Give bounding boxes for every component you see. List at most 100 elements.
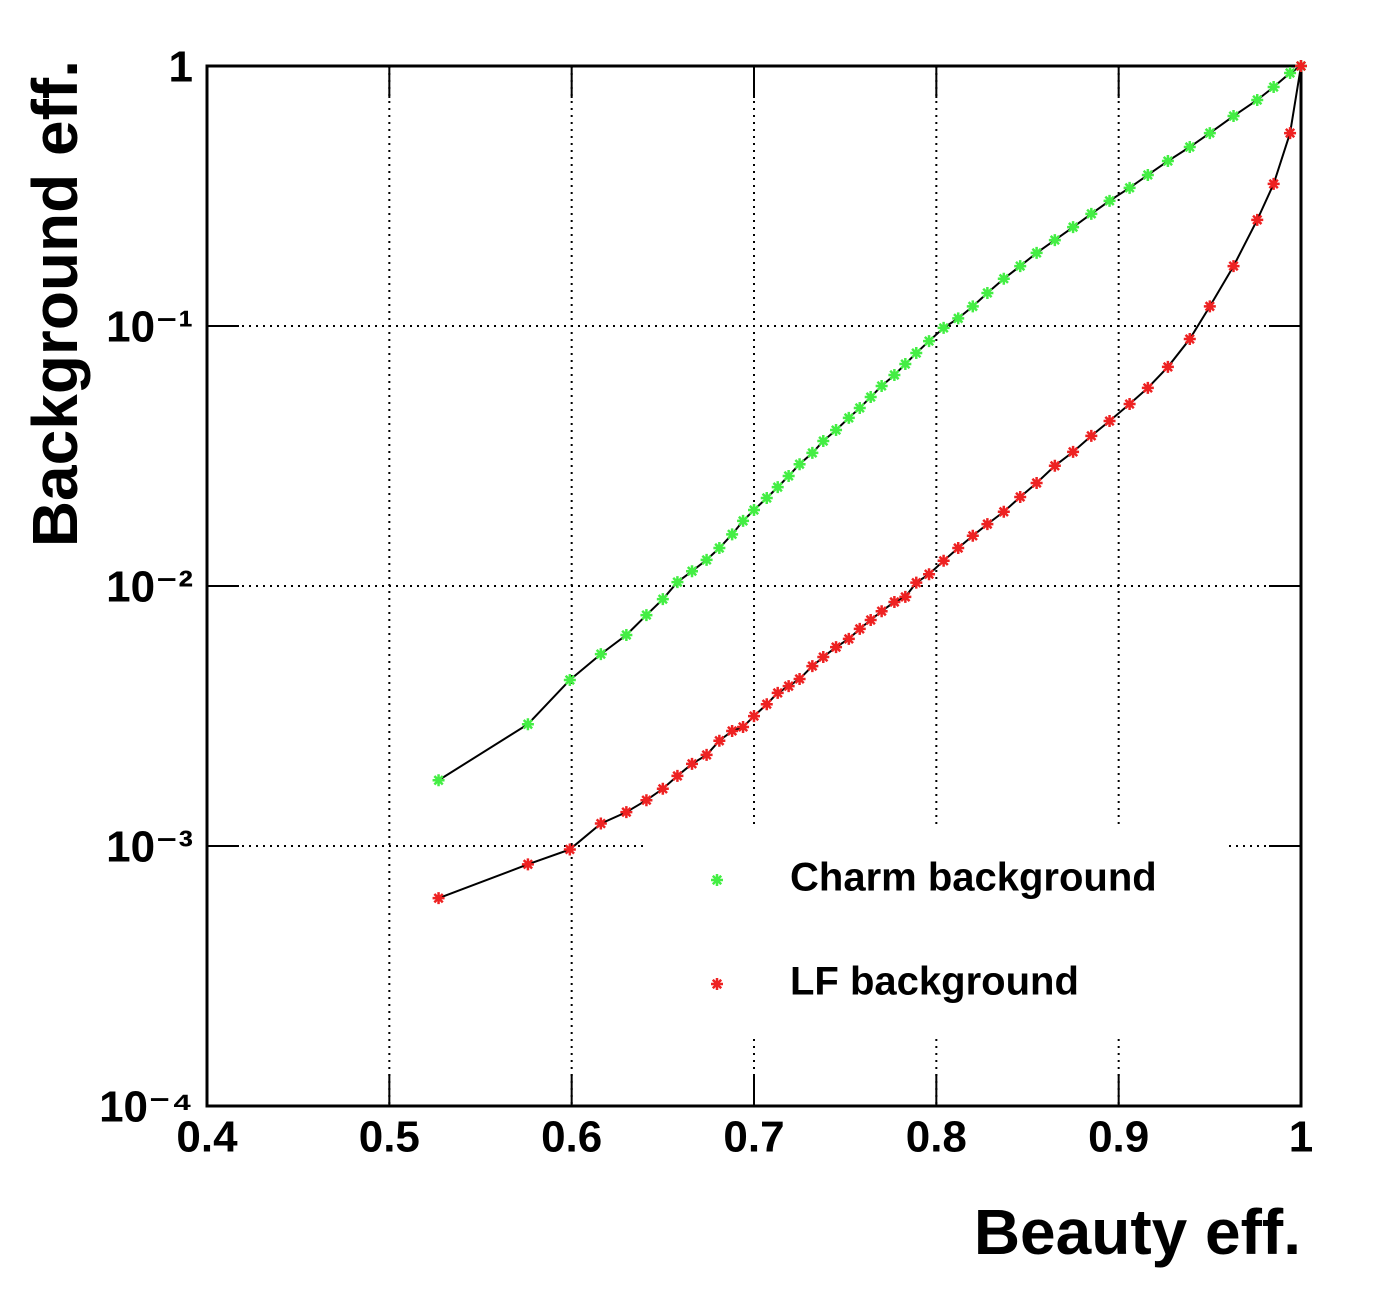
marker (1284, 66, 1297, 79)
marker (594, 817, 607, 830)
x-tick-label: 1 (1289, 1113, 1313, 1162)
marker (1085, 207, 1098, 220)
marker (1183, 333, 1196, 346)
legend-label: Charm background (790, 856, 1157, 900)
marker (997, 505, 1010, 518)
marker (760, 698, 773, 711)
marker (853, 622, 866, 635)
marker (1251, 213, 1264, 226)
marker (1048, 234, 1061, 247)
marker (1103, 194, 1116, 207)
marker (1123, 181, 1136, 194)
marker (656, 782, 669, 795)
marker (713, 734, 726, 747)
marker (1103, 415, 1116, 428)
marker (563, 843, 576, 856)
marker (686, 565, 699, 578)
marker (671, 576, 684, 589)
marker (1203, 127, 1216, 140)
marker (656, 593, 669, 606)
marker (1227, 110, 1240, 123)
marker (1030, 476, 1043, 489)
marker (620, 628, 633, 641)
marker (817, 435, 830, 448)
marker (432, 892, 445, 905)
marker (830, 641, 843, 654)
marker (981, 286, 994, 299)
marker (748, 710, 760, 723)
y-tick-label: 10⁻¹ (106, 303, 193, 352)
marker (1295, 60, 1307, 72)
marker (952, 542, 965, 555)
marker (1014, 260, 1027, 273)
marker (864, 391, 877, 404)
marker (771, 686, 784, 699)
marker (1030, 246, 1043, 259)
legend-box (645, 826, 1228, 1038)
marker (748, 504, 760, 517)
x-axis-title: Beauty eff. (974, 1196, 1301, 1268)
marker (737, 720, 750, 733)
marker (842, 411, 855, 424)
marker (806, 660, 819, 673)
marker (620, 806, 633, 819)
series-line (438, 65, 1302, 782)
legend-label: LF background (790, 960, 1079, 1004)
plot-frame (205, 64, 1303, 1108)
marker (713, 542, 726, 555)
x-tick-label: 0.4 (176, 1113, 238, 1162)
marker (952, 312, 965, 325)
marker (1067, 221, 1080, 234)
marker (1267, 177, 1280, 190)
marker (726, 724, 739, 737)
marker (700, 748, 713, 761)
y-tick-label: 10⁻³ (106, 823, 193, 872)
x-tick-label: 0.7 (723, 1113, 784, 1162)
marker (432, 774, 445, 787)
marker (910, 347, 923, 360)
y-tick-label: 1 (169, 43, 193, 92)
marker (899, 358, 912, 371)
marker (563, 673, 576, 686)
marker (737, 514, 750, 527)
marker (1141, 168, 1154, 181)
marker (1014, 490, 1027, 503)
marker (966, 529, 979, 542)
marker (923, 568, 936, 581)
legend-marker (711, 978, 723, 990)
marker (700, 553, 713, 566)
marker (981, 518, 994, 531)
marker (594, 648, 607, 661)
marker (521, 858, 534, 871)
marker (899, 590, 912, 603)
marker (521, 718, 534, 731)
legend-marker (711, 874, 723, 886)
marker (966, 300, 979, 313)
marker (1048, 459, 1061, 472)
marker (997, 272, 1010, 285)
marker (875, 605, 888, 618)
marker (640, 609, 653, 622)
marker (842, 632, 855, 645)
x-tick-label: 0.9 (1088, 1113, 1149, 1162)
marker (875, 379, 888, 392)
marker (1284, 127, 1297, 140)
marker (923, 335, 936, 348)
marker (1161, 360, 1174, 373)
y-tick-label: 10⁻² (106, 563, 193, 612)
marker (910, 576, 923, 589)
marker (1203, 300, 1216, 313)
marker (1251, 93, 1264, 106)
marker (671, 769, 684, 782)
marker (1161, 155, 1174, 168)
marker (1141, 381, 1154, 394)
marker (864, 614, 877, 626)
x-tick-label: 0.5 (359, 1113, 420, 1162)
series-line (438, 65, 1302, 900)
marker (686, 757, 699, 770)
marker (1085, 429, 1098, 442)
y-axis-title: Background eff. (19, 60, 91, 547)
marker (782, 469, 795, 482)
marker (1067, 445, 1080, 458)
